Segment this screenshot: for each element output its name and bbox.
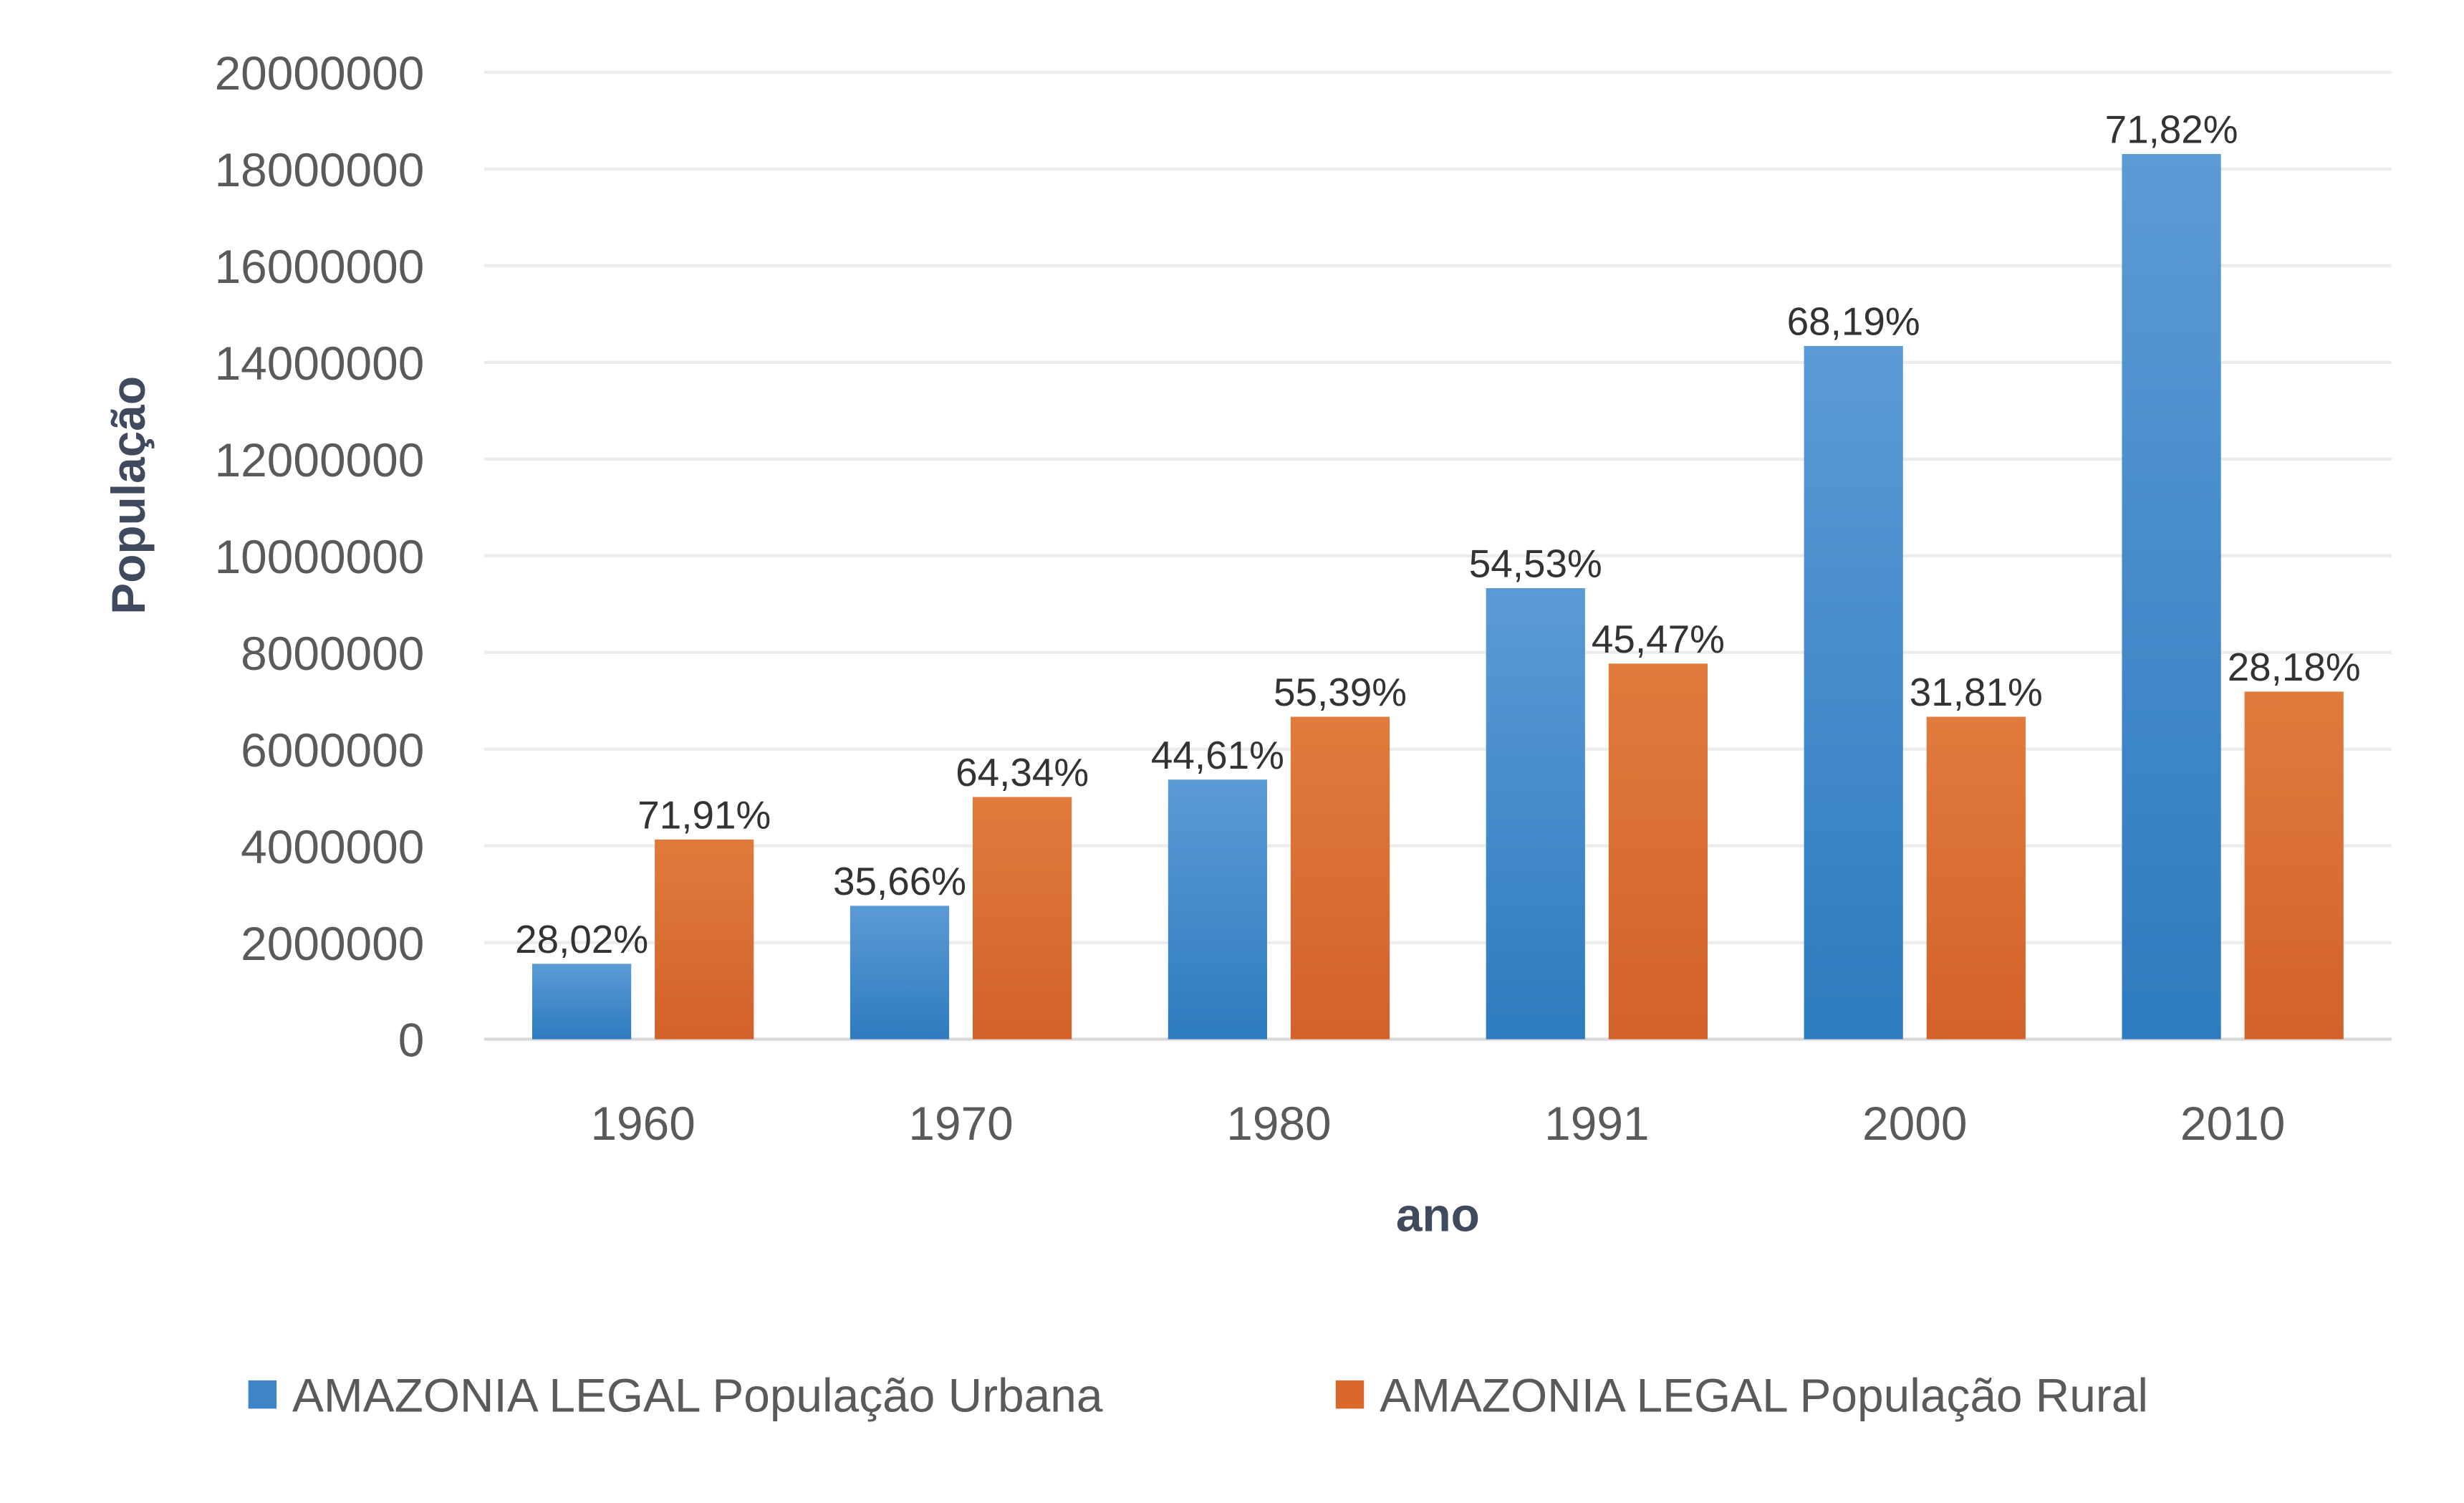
bar-rural-1980: [1290, 716, 1390, 1039]
data-label: 68,19%: [1787, 299, 1920, 344]
y-axis-ticks: 0 2000000 4000000 6000000 8000000 10000000 120…: [215, 47, 425, 1067]
y-tick-label: 0: [398, 1014, 425, 1067]
y-tick-label: 4000000: [241, 820, 424, 873]
x-axis-title: ano: [1396, 1188, 1480, 1241]
bar-urban-1980: [1168, 779, 1267, 1039]
legend-swatch-rural: [1335, 1380, 1365, 1409]
y-tick-label: 2000000: [241, 917, 424, 970]
x-tick-label: 1960: [590, 1097, 695, 1150]
y-tick-label: 8000000: [241, 627, 424, 680]
bar-rural-2010: [2244, 691, 2344, 1039]
bar-rural-1970: [973, 797, 1072, 1039]
bar-rural-1991: [1608, 663, 1708, 1039]
y-tick-label: 20000000: [215, 47, 425, 100]
y-axis-title: População: [102, 376, 155, 615]
y-tick-label: 16000000: [215, 240, 425, 293]
data-label: 64,34%: [956, 750, 1089, 794]
y-tick-label: 18000000: [215, 143, 425, 196]
legend-label-urban: AMAZONIA LEGAL População Urbana: [292, 1369, 1103, 1422]
y-tick-label: 12000000: [215, 433, 425, 486]
data-label: 35,66%: [833, 859, 966, 903]
bar-urban-2010: [2122, 153, 2221, 1039]
bar-urban-1991: [1486, 587, 1585, 1039]
y-tick-label: 10000000: [215, 530, 425, 583]
data-label: 28,18%: [2228, 645, 2361, 689]
data-label: 28,02%: [515, 917, 648, 961]
y-tick-label: 6000000: [241, 724, 424, 777]
bar-urban-1960: [531, 964, 632, 1039]
data-label: 55,39%: [1274, 670, 1407, 714]
gridlines: [483, 70, 2392, 1041]
x-tick-label: 1970: [908, 1097, 1013, 1150]
bar-urban-1970: [850, 906, 950, 1039]
y-tick-label: 14000000: [215, 337, 425, 390]
x-tick-label: 1991: [1544, 1097, 1649, 1150]
data-label: 54,53%: [1469, 542, 1602, 586]
data-label: 31,81%: [1910, 670, 2043, 714]
x-tick-label: 2000: [1862, 1097, 1967, 1150]
data-label: 45,47%: [1592, 617, 1725, 661]
legend-label-rural: AMAZONIA LEGAL População Rural: [1380, 1369, 2148, 1422]
bar-rural-1960: [655, 839, 754, 1039]
data-label: 71,91%: [637, 793, 771, 837]
bar-rural-2000: [1926, 716, 2026, 1039]
bars: 28,02% 71,91% 35,66% 64,34% 44,61% 55,39% 54,5…: [515, 107, 2361, 1039]
x-tick-label: 1980: [1226, 1097, 1331, 1150]
legend: AMAZONIA LEGAL População Urbana AMAZONIA…: [248, 1369, 2148, 1422]
data-label: 71,82%: [2105, 107, 2238, 152]
data-label: 44,61%: [1151, 733, 1284, 777]
x-axis-ticks: 1960 1970 1980 1991 2000 2010: [590, 1097, 2285, 1150]
bar-urban-2000: [1804, 345, 1903, 1039]
x-tick-label: 2010: [2180, 1097, 2285, 1150]
legend-swatch-urban: [248, 1380, 277, 1409]
